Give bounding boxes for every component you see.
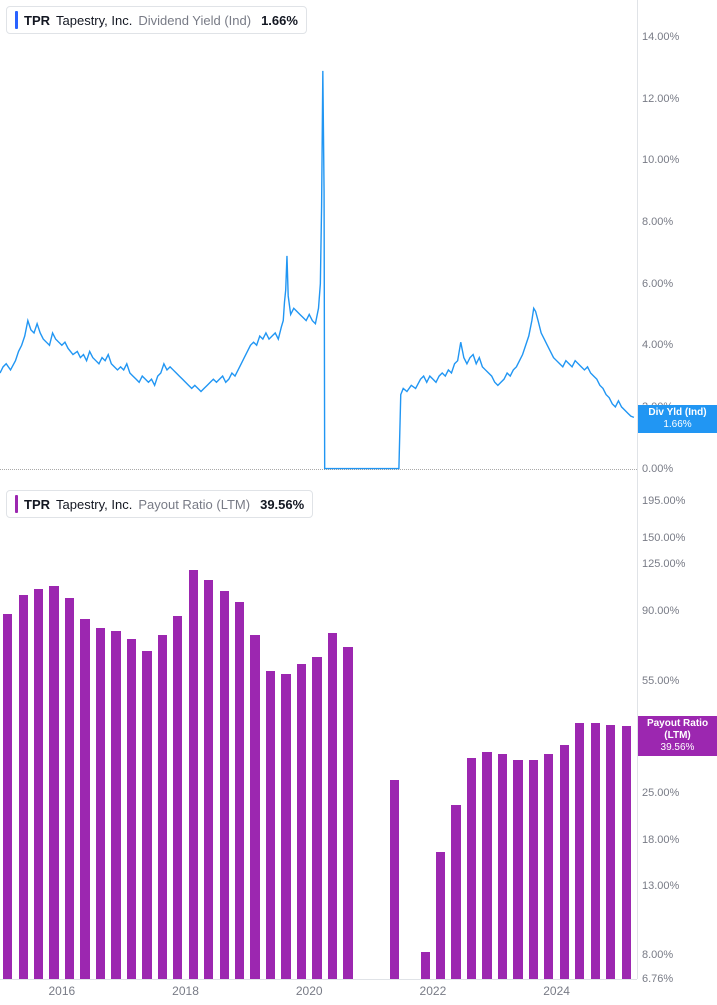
y-tick: 14.00% [642, 31, 679, 43]
payout-ratio-bar [80, 619, 89, 979]
y-tick: 0.00% [642, 463, 673, 475]
zero-reference-line [0, 469, 637, 470]
payout-ratio-bar [19, 595, 28, 979]
payout-ratio-bar [250, 635, 259, 979]
top-ticker: TPR [24, 13, 50, 28]
payout-ratio-bar [436, 852, 445, 979]
payout-ratio-bar [482, 752, 491, 979]
bottom-company-name: Tapestry, Inc. [56, 497, 132, 512]
y-tick: 6.76% [642, 973, 673, 985]
bottom-chart-area[interactable] [0, 484, 637, 979]
y-tick: 12.00% [642, 93, 679, 105]
bottom-metric-value: 39.56% [260, 497, 304, 512]
payout-ratio-bar [49, 586, 58, 979]
payout-ratio-bar [189, 570, 198, 979]
payout-ratio-bar [328, 633, 337, 979]
payout-ratio-bar [498, 754, 507, 979]
y-tick: 4.00% [642, 339, 673, 351]
y-tick: 195.00% [642, 495, 685, 507]
payout-ratio-bar [513, 760, 522, 979]
payout-ratio-bar [297, 664, 306, 979]
payout-ratio-bar [266, 671, 275, 979]
y-tick: 90.00% [642, 605, 679, 617]
x-tick-label: 2016 [48, 984, 75, 998]
payout-ratio-bar [591, 723, 600, 979]
payout-ratio-bar [560, 745, 569, 979]
payout-ratio-bar [467, 758, 476, 979]
payout-ratio-bar [142, 651, 151, 979]
payout-ratio-bar [34, 589, 43, 979]
y-tick: 10.00% [642, 154, 679, 166]
y-tick: 150.00% [642, 532, 685, 544]
payout-ratio-bar [622, 726, 631, 979]
y-tick: 25.00% [642, 787, 679, 799]
bottom-y-axis[interactable]: 6.76%8.00%13.00%18.00%25.00%55.00%90.00%… [637, 484, 717, 979]
payout-ratio-bar [575, 723, 584, 979]
payout-ratio-bar [96, 628, 105, 979]
payout-ratio-bar [235, 602, 244, 979]
payout-ratio-bar [606, 725, 615, 979]
y-tick: 13.00% [642, 880, 679, 892]
top-metric-value: 1.66% [261, 13, 298, 28]
payout-ratio-bar [421, 952, 430, 979]
payout-ratio-bar [312, 657, 321, 979]
top-metric-label: Dividend Yield (Ind) [138, 13, 251, 28]
bottom-metric-label: Payout Ratio (LTM) [138, 497, 250, 512]
payout-ratio-bar [158, 635, 167, 979]
top-y-axis[interactable]: 0.00%2.00%4.00%6.00%8.00%10.00%12.00%14.… [637, 0, 717, 484]
top-accent-bar [15, 11, 18, 29]
payout-ratio-bar [65, 598, 74, 980]
y-tick: 6.00% [642, 278, 673, 290]
payout-ratio-bar [3, 614, 12, 979]
top-company-name: Tapestry, Inc. [56, 13, 132, 28]
top-chart-header: TPR Tapestry, Inc. Dividend Yield (Ind) … [6, 6, 307, 34]
payout-ratio-bar [220, 591, 229, 980]
payout-ratio-bar [204, 580, 213, 979]
y-tick: 18.00% [642, 834, 679, 846]
dividend-yield-panel: TPR Tapestry, Inc. Dividend Yield (Ind) … [0, 0, 717, 484]
time-x-axis[interactable]: 2016 2018 2020 2022 2024 [0, 979, 637, 1005]
top-value-tag: Div Yld (Ind)1.66% [638, 405, 717, 433]
x-tick-label: 2018 [172, 984, 199, 998]
y-tick: 8.00% [642, 949, 673, 961]
payout-ratio-bar [343, 647, 352, 979]
bottom-accent-bar [15, 495, 18, 513]
y-tick: 55.00% [642, 675, 679, 687]
y-tick: 125.00% [642, 558, 685, 570]
top-chart-area[interactable] [0, 0, 637, 484]
payout-ratio-bar [111, 631, 120, 979]
y-tick: 8.00% [642, 216, 673, 228]
payout-ratio-bar [390, 780, 399, 979]
x-tick-label: 2020 [296, 984, 323, 998]
payout-ratio-bar [451, 805, 460, 979]
x-tick-label: 2022 [420, 984, 447, 998]
payout-ratio-bar [281, 674, 290, 980]
bottom-ticker: TPR [24, 497, 50, 512]
payout-ratio-bar [127, 639, 136, 979]
bottom-chart-header: TPR Tapestry, Inc. Payout Ratio (LTM) 39… [6, 490, 313, 518]
dividend-yield-line [0, 71, 634, 469]
bottom-value-tag: Payout Ratio (LTM)39.56% [638, 716, 717, 756]
payout-ratio-bar [173, 616, 182, 979]
payout-ratio-panel: TPR Tapestry, Inc. Payout Ratio (LTM) 39… [0, 484, 717, 979]
x-tick-label: 2024 [543, 984, 570, 998]
payout-ratio-bar [544, 754, 553, 979]
payout-ratio-bar [529, 760, 538, 979]
